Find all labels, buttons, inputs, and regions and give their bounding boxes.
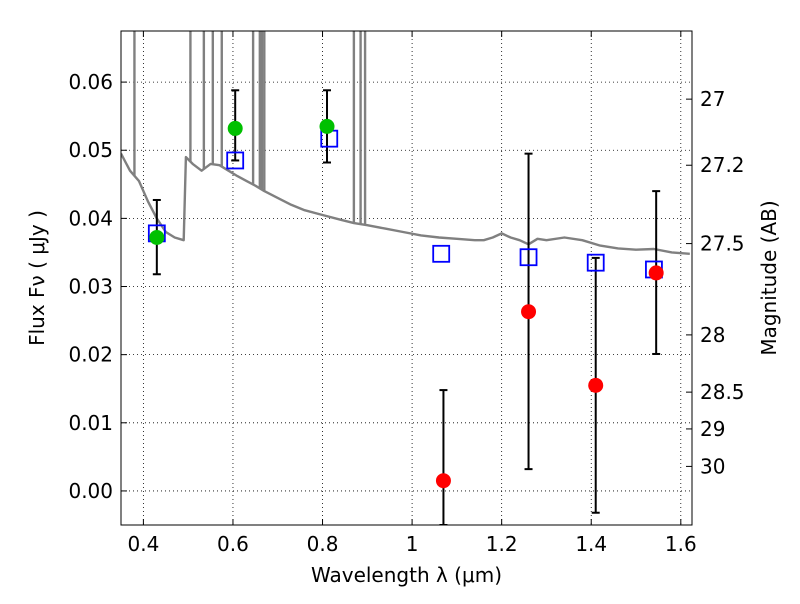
y-tick-label: 0.05 — [68, 138, 113, 162]
model-square-point — [226, 151, 245, 170]
x-tick-label: 1.6 — [665, 532, 697, 556]
x-tick-label: 0.4 — [127, 532, 159, 556]
green-data-point — [319, 118, 335, 134]
y-axis-label: Flux Fν ( μJy ) — [25, 210, 49, 346]
y-tick-label: 0.04 — [68, 206, 113, 230]
y2-tick-label: 28.5 — [700, 380, 745, 404]
y2-tick-label: 29 — [700, 417, 725, 441]
y2-tick-label: 28 — [700, 323, 725, 347]
y2-tick-label: 30 — [700, 454, 725, 478]
y-tick-label: 0.06 — [68, 70, 113, 94]
x-axis-label: Wavelength λ (μm) — [311, 563, 502, 587]
x-tick-label: 1.2 — [486, 532, 518, 556]
y2-tick-label: 27.2 — [700, 153, 745, 177]
y-tick-label: 0.03 — [68, 275, 113, 299]
plot-layer — [121, 31, 690, 525]
x-tick-label: 1.4 — [575, 532, 607, 556]
y-tick-label: 0.02 — [68, 343, 113, 367]
y-tick-label: 0.00 — [68, 479, 113, 503]
y2-tick-label: 27 — [700, 87, 725, 111]
green-data-point — [149, 229, 165, 245]
model-square-point — [586, 253, 605, 272]
red-data-point — [521, 304, 537, 320]
red-data-point — [648, 265, 664, 281]
x-tick-label: 0.8 — [307, 532, 339, 556]
x-tick-label: 0.6 — [217, 532, 249, 556]
grid-layer — [121, 31, 692, 525]
green-data-point — [227, 120, 243, 136]
red-data-point — [435, 473, 451, 489]
spectrum-line — [121, 153, 690, 255]
y2-axis-label: Magnitude (AB) — [757, 200, 781, 355]
model-square-point — [519, 248, 538, 267]
plot-frame — [120, 30, 693, 526]
model-square-point — [432, 244, 451, 263]
y2-tick-label: 27.5 — [700, 232, 745, 256]
y-tick-label: 0.01 — [68, 411, 113, 435]
red-data-point — [588, 377, 604, 393]
x-tick-label: 1 — [406, 532, 419, 556]
tick-layer: 0.4 0.6 0.8 1 1.2 1.4 1.6 0.00 0.01 0.02 0.03 0.04 0… — [68, 31, 745, 556]
